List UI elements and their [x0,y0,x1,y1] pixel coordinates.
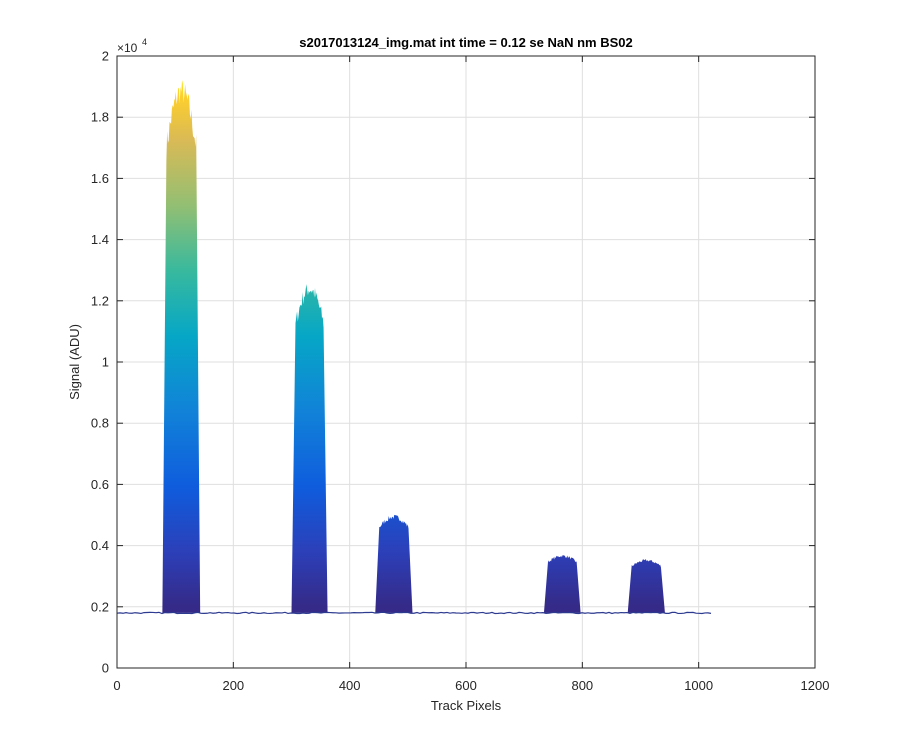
baseline-line [116,611,712,615]
x-tick-label: 1200 [801,678,830,693]
y-tick-label: 1.2 [91,293,109,308]
x-tick-labels: 0 200 400 600 800 1000 1200 [113,678,829,693]
y-tick-label: 0.6 [91,477,109,492]
x-tick-label: 600 [455,678,477,693]
signal-band-1 [162,80,201,613]
signal-band-3 [375,514,413,613]
y-tick-label: 2 [102,49,109,64]
x-tick-label: 0 [113,678,120,693]
y-tick-label: 0.8 [91,416,109,431]
y-tick-label: 0.2 [91,599,109,614]
signal-series [116,80,712,615]
x-tick-label: 800 [571,678,593,693]
signal-band-4 [543,555,581,613]
y-tick-labels: 0 0.2 0.4 0.6 0.8 1 1.2 1.4 1.6 1.8 2 [91,49,109,676]
y-exponent-power: 4 [142,37,147,47]
y-tick-label: 0.4 [91,538,109,553]
x-tick-label: 1000 [684,678,713,693]
x-tick-label: 400 [339,678,361,693]
y-tick-label: 1.4 [91,232,109,247]
y-tick-label: 1.8 [91,110,109,125]
y-axis-label: Signal (ADU) [67,324,82,400]
axes [116,55,816,669]
signal-band-2 [291,284,328,613]
y-exponent-base: ×10 [117,41,138,55]
x-tick-label: 200 [222,678,244,693]
y-tick-label: 0 [102,661,109,676]
y-tick-label: 1.6 [91,171,109,186]
chart-title: s2017013124_img.mat int time = 0.12 se N… [299,35,633,50]
y-tick-label: 1 [102,355,109,370]
y-exponent: ×10 4 [117,37,147,55]
signal-band-5 [627,559,665,613]
x-axis-label: Track Pixels [431,698,502,713]
grid-lines [117,56,815,668]
